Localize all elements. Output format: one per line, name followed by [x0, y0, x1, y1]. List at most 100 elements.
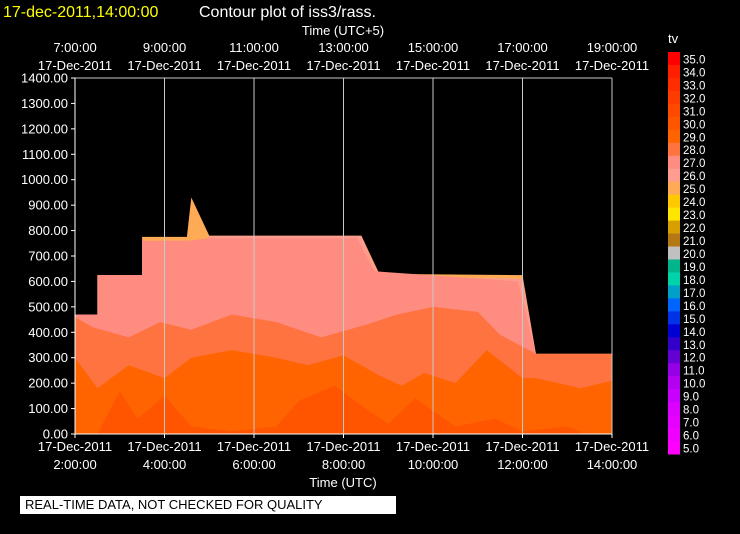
colorbar-swatch: [668, 428, 680, 442]
colorbar-level-label: 18.0: [683, 275, 705, 287]
y-tick-label: 1400.00: [21, 71, 68, 86]
colorbar-level-label: 34.0: [683, 67, 705, 79]
x-tick-top-time: 13:00:00: [318, 40, 369, 55]
x-tick-top-time: 11:00:00: [229, 40, 279, 55]
colorbar-swatch: [668, 350, 680, 364]
colorbar-swatch: [668, 194, 680, 209]
contour-region-30.0: [97, 385, 586, 434]
x-tick-top-date: 17-Dec-2011: [575, 58, 649, 73]
colorbar-level-label: 26.0: [683, 171, 705, 183]
colorbar-swatch: [668, 52, 680, 66]
colorbar-level-label: 8.0: [683, 405, 699, 417]
colorbar-level-label: 5.0: [683, 444, 699, 456]
colorbar-level-label: 12.0: [683, 353, 705, 365]
x-axis-top: 7:00:00 17-Dec-2011 9:00:00 17-Dec-2011 11:0…: [38, 40, 649, 73]
y-tick-label: 0.00: [43, 427, 68, 442]
x-tick-bottom-date: 17-Dec-2011: [485, 439, 559, 454]
colorbar-swatch: [668, 376, 680, 390]
colorbar-level-label: 23.0: [683, 210, 705, 222]
colorbar-swatch: [668, 142, 680, 157]
colorbar-level-label: 27.0: [683, 158, 705, 170]
colorbar-level-label: 25.0: [683, 184, 705, 196]
colorbar-swatch: [668, 389, 680, 403]
colorbar-swatch: [668, 207, 680, 222]
x-tick-bottom-time: 12:00:00: [497, 457, 548, 472]
x-tick-bottom-date: 17-Dec-2011: [217, 439, 291, 454]
colorbar-swatch: [668, 181, 680, 196]
colorbar-swatch: [668, 64, 680, 79]
colorbar-level-label: 19.0: [683, 262, 705, 274]
colorbar-swatch: [668, 285, 680, 299]
colorbar-level-label: 30.0: [683, 119, 705, 131]
colorbar-swatch: [668, 233, 680, 248]
chart-title-time: 17-dec-2011,14:00:00: [3, 4, 158, 21]
y-tick-label: 500.00: [28, 299, 68, 314]
colorbar-level-label: 24.0: [683, 197, 705, 209]
colorbar-level-label: 6.0: [683, 431, 699, 443]
x-tick-top-time: 7:00:00: [53, 40, 96, 55]
y-tick-label: 800.00: [28, 223, 68, 238]
colorbar-level-label: 28.0: [683, 145, 705, 157]
colorbar-level-label: 16.0: [683, 301, 705, 313]
x-tick-bottom-time: 14:00:00: [587, 457, 638, 472]
x-tick-bottom-date: 17-Dec-2011: [396, 439, 470, 454]
colorbar-level-label: 13.0: [683, 340, 705, 352]
y-tick-label: 1000.00: [21, 172, 68, 187]
x-tick-bottom-time: 10:00:00: [408, 457, 459, 472]
chart-title: Contour plot of iss3/rass.: [199, 4, 376, 21]
colorbar-swatch: [668, 220, 680, 235]
colorbar-swatch: [668, 116, 680, 131]
y-tick-label: 200.00: [28, 376, 68, 391]
colorbar-swatch: [668, 246, 680, 260]
colorbar-swatch: [668, 90, 680, 105]
colorbar-label: tv: [668, 31, 679, 46]
colorbar-swatch: [668, 337, 680, 351]
colorbar-swatch: [668, 168, 680, 183]
x-tick-top-date: 17-Dec-2011: [217, 58, 291, 73]
colorbar-swatch: [668, 272, 680, 286]
top-axis-label: Time (UTC+5): [302, 23, 384, 38]
y-axis: 0.00 100.00 200.00 300.00 400.00 500.00 600.00…: [21, 71, 75, 442]
x-tick-bottom-time: 8:00:00: [322, 457, 365, 472]
x-tick-top-date: 17-Dec-2011: [306, 58, 380, 73]
x-tick-bottom-date: 17-Dec-2011: [306, 439, 380, 454]
colorbar-level-label: 22.0: [683, 223, 705, 235]
x-tick-top-date: 17-Dec-2011: [127, 58, 201, 73]
colorbar-level-label: 31.0: [683, 106, 705, 118]
colorbar-swatch: [668, 103, 680, 118]
y-tick-label: 900.00: [28, 198, 68, 213]
x-tick-top-time: 15:00:00: [408, 40, 459, 55]
colorbar-level-label: 11.0: [683, 366, 705, 378]
colorbar-swatch: [668, 363, 680, 377]
colorbar-level-label: 15.0: [683, 314, 705, 326]
x-tick-bottom-date: 17-Dec-2011: [38, 439, 112, 454]
x-tick-bottom-time: 2:00:00: [53, 457, 96, 472]
x-tick-bottom-date: 17-Dec-2011: [575, 439, 649, 454]
colorbar-level-label: 21.0: [683, 236, 705, 248]
x-tick-bottom-time: 4:00:00: [143, 457, 186, 472]
x-tick-top-time: 17:00:00: [497, 40, 548, 55]
colorbar-swatch: [668, 77, 680, 92]
colorbar-swatch: [668, 259, 680, 273]
x-tick-top-date: 17-Dec-2011: [396, 58, 470, 73]
y-tick-label: 1100.00: [22, 147, 68, 162]
colorbar-swatch: [668, 155, 680, 170]
colorbar-level-label: 32.0: [683, 93, 705, 105]
colorbar-level-label: 29.0: [683, 132, 705, 144]
x-tick-top-date: 17-Dec-2011: [38, 58, 112, 73]
y-tick-label: 1200.00: [21, 121, 68, 136]
colorbar-level-label: 17.0: [683, 288, 705, 300]
colorbar-level-label: 7.0: [683, 418, 699, 430]
bottom-axis-label: Time (UTC): [309, 475, 376, 490]
x-tick-top-time: 19:00:00: [587, 40, 638, 55]
x-tick-top-time: 9:00:00: [143, 40, 186, 55]
y-tick-label: 700.00: [28, 249, 68, 264]
colorbar-swatch: [668, 129, 680, 144]
colorbar-level-label: 35.0: [683, 54, 705, 66]
x-tick-top-date: 17-Dec-2011: [485, 58, 559, 73]
colorbar-level-label: 14.0: [683, 327, 705, 339]
colorbar-swatch: [668, 402, 680, 416]
colorbar-swatch: [668, 324, 680, 338]
colorbar-swatch: [668, 311, 680, 325]
